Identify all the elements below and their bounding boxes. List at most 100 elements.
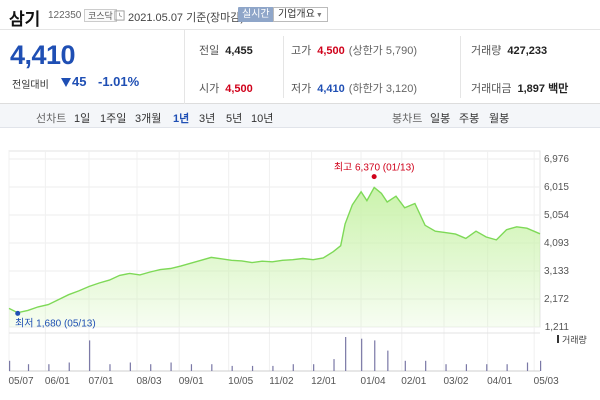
volume-bar bbox=[251, 365, 254, 371]
price-summary: 4,410 전일대비 45 -1.01% 전일 4,455 시가 4,500 고가 4… bbox=[0, 30, 600, 104]
down-arrow-icon bbox=[61, 78, 71, 87]
candle-monthly[interactable]: 월봉 bbox=[489, 113, 510, 125]
price-chart: 6,976 6,015 5,054 4,093 3,133 2,172 1,211 05/07… bbox=[0, 128, 600, 400]
volume-bar bbox=[387, 350, 389, 371]
y-tick-label: 5,054 bbox=[544, 210, 569, 221]
y-tick-label: 3,133 bbox=[544, 266, 569, 277]
candle-daily[interactable]: 일봉 bbox=[430, 113, 451, 125]
x-tick-label: 05/07 bbox=[8, 376, 33, 387]
metric-value: 427,233 bbox=[507, 45, 548, 57]
metric-prev-close: 전일 4,455 bbox=[199, 42, 253, 58]
volume-bar bbox=[170, 362, 172, 371]
price-line bbox=[8, 186, 541, 314]
volume-bar bbox=[465, 364, 468, 371]
metric-low: 저가 4,410 (하한가 3,120) bbox=[291, 80, 417, 96]
metric-label: 시가 bbox=[199, 83, 220, 95]
volume-bar bbox=[345, 337, 347, 371]
period-5y[interactable]: 5년 bbox=[226, 113, 243, 125]
metric-value: 1,897 백만 bbox=[517, 83, 569, 95]
y-tick-label: 4,093 bbox=[544, 238, 569, 249]
max-point bbox=[371, 174, 377, 180]
x-tick-label: 11/02 bbox=[269, 376, 294, 387]
volume-bar bbox=[333, 359, 335, 371]
current-price: 4,410 bbox=[10, 40, 76, 70]
market-badge: 코스닥 bbox=[84, 9, 117, 22]
company-overview-label: 기업개요 bbox=[278, 9, 315, 20]
y-tick-label: 6,015 bbox=[544, 182, 569, 193]
metric-label: 거래대금 bbox=[471, 83, 512, 95]
metric-label: 전일 bbox=[199, 45, 220, 57]
volume-bar bbox=[486, 364, 488, 371]
volume-bar bbox=[129, 362, 131, 371]
realtime-button[interactable]: 실시간 bbox=[238, 7, 274, 22]
period-3y[interactable]: 3년 bbox=[199, 113, 216, 125]
volume-bar bbox=[150, 364, 152, 371]
column-divider bbox=[460, 36, 461, 98]
x-tick-label: 10/05 bbox=[228, 376, 253, 387]
volume-bar bbox=[540, 360, 542, 371]
volume-bar bbox=[231, 365, 233, 371]
y-tick-label: 2,172 bbox=[544, 294, 569, 305]
volume-bar bbox=[211, 364, 213, 371]
change-label: 전일대비 bbox=[12, 80, 49, 91]
volume-bar bbox=[27, 364, 30, 371]
x-tick-label: 01/04 bbox=[361, 376, 386, 387]
period-1w[interactable]: 1주일 bbox=[100, 113, 127, 125]
x-tick-label: 02/01 bbox=[401, 376, 426, 387]
column-divider bbox=[283, 36, 284, 98]
volume-bar bbox=[506, 364, 508, 371]
x-tick-label: 08/03 bbox=[137, 376, 162, 387]
stock-header: 삼기 122350 코스닥 2021.05.07 기준(장마감) 실시간 기업개… bbox=[0, 0, 600, 30]
volume-bar bbox=[404, 360, 406, 371]
x-tick-label: 03/02 bbox=[443, 376, 468, 387]
period-3m[interactable]: 3개월 bbox=[135, 113, 162, 125]
volume-bar bbox=[9, 360, 11, 371]
stock-code: 122350 bbox=[48, 10, 82, 21]
metric-label: 저가 bbox=[291, 83, 312, 95]
x-tick-label: 12/01 bbox=[311, 376, 336, 387]
metric-label: 고가 bbox=[291, 45, 312, 57]
volume-bar bbox=[68, 362, 70, 371]
metric-trade-value: 거래대금 1,897 백만 bbox=[471, 80, 568, 96]
volume-bar bbox=[374, 340, 376, 371]
volume-bar bbox=[292, 364, 294, 371]
y-tick-label: 6,976 bbox=[544, 154, 569, 165]
change-rate: -1.01% bbox=[98, 74, 140, 89]
metric-value: 4,410 bbox=[317, 83, 345, 95]
price-area bbox=[9, 187, 540, 327]
volume-bar bbox=[445, 364, 447, 371]
volume-bar bbox=[361, 338, 363, 371]
volume-bar bbox=[190, 364, 193, 371]
upper-limit: (상한가 5,790) bbox=[348, 45, 418, 57]
metric-label: 거래량 bbox=[471, 45, 502, 57]
max-annotation: 최고 6,370 (01/13) bbox=[334, 162, 415, 174]
x-tick-label: 09/01 bbox=[179, 376, 204, 387]
candle-weekly[interactable]: 주봉 bbox=[459, 113, 480, 125]
chevron-down-icon: ▼ bbox=[315, 12, 323, 19]
period-1d[interactable]: 1일 bbox=[74, 113, 91, 125]
change-amount: 45 bbox=[72, 74, 87, 89]
line-chart-label: 선차트 bbox=[36, 113, 67, 125]
as-of-date: 2021.05.07 기준(장마감) bbox=[128, 12, 245, 24]
volume-bar bbox=[272, 365, 274, 371]
volume-bar bbox=[89, 340, 91, 371]
x-tick-label: 07/01 bbox=[88, 376, 113, 387]
stock-name: 삼기 bbox=[9, 10, 41, 29]
volume-bar bbox=[109, 364, 111, 371]
volume-bar bbox=[425, 360, 427, 371]
company-overview-button[interactable]: 기업개요▼ bbox=[273, 7, 328, 22]
period-1y[interactable]: 1년 bbox=[173, 113, 190, 125]
period-selector: 선차트 1일 1주일 3개월 1년 3년 5년 10년 봉차트 일봉 주봉 월봉 bbox=[0, 104, 600, 128]
price-panel: 4,410 전일대비 45 -1.01% bbox=[0, 30, 185, 104]
volume-bar bbox=[526, 362, 529, 371]
clock-icon bbox=[114, 10, 125, 21]
metric-value: 4,500 bbox=[225, 83, 253, 95]
metric-value: 4,500 bbox=[317, 45, 345, 57]
y-tick-label: 1,211 bbox=[545, 322, 570, 333]
volume-legend-label: 거래량 bbox=[562, 334, 587, 345]
price-chart-svg: 6,976 6,015 5,054 4,093 3,133 2,172 1,211 05/07… bbox=[8, 150, 587, 387]
period-10y[interactable]: 10년 bbox=[251, 113, 274, 125]
volume-legend-swatch bbox=[557, 335, 559, 343]
metric-value: 4,455 bbox=[225, 45, 253, 57]
lower-limit: (하한가 3,120) bbox=[348, 83, 418, 95]
